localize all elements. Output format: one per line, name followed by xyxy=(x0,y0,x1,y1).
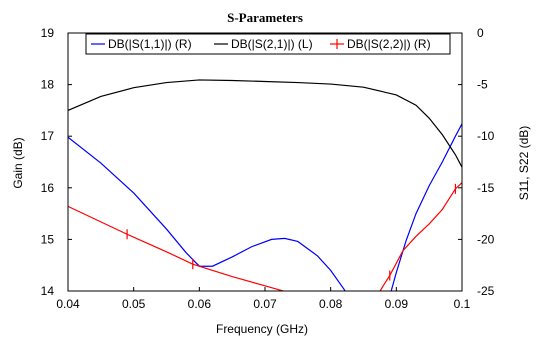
legend-label-2: DB(|S(2,1)|) (L) xyxy=(231,37,313,51)
y-right-tick-label: 0 xyxy=(477,26,484,40)
y-left-tick-label: 14 xyxy=(41,284,55,298)
x-tick-label: 0.09 xyxy=(385,297,409,311)
series-line-3 xyxy=(68,182,462,291)
y-right-tick-label: -10 xyxy=(477,129,495,143)
series-line-1 xyxy=(68,123,462,291)
x-tick-label: 0.05 xyxy=(122,297,146,311)
y-left-tick-label: 17 xyxy=(41,129,55,143)
y-axis-label-left: Gain (dB) xyxy=(11,137,25,188)
x-axis-label: Frequency (GHz) xyxy=(216,322,308,336)
y-left-tick-label: 16 xyxy=(41,181,55,195)
legend-label-3: DB(|S(2,2)|) (R) xyxy=(347,37,431,51)
y-right-tick-label: -15 xyxy=(477,181,495,195)
x-tick-label: 0.07 xyxy=(253,297,277,311)
x-tick-label: 0.1 xyxy=(454,297,471,311)
x-tick-label: 0.04 xyxy=(56,297,80,311)
y-left-tick-label: 19 xyxy=(41,26,55,40)
legend-label-1: DB(|S(1,1)|) (R) xyxy=(108,37,192,51)
y-right-tick-label: -5 xyxy=(477,78,488,92)
y-right-tick-label: -20 xyxy=(477,232,495,246)
x-tick-label: 0.06 xyxy=(188,297,212,311)
y-left-tick-label: 18 xyxy=(41,78,55,92)
x-tick-label: 0.08 xyxy=(319,297,343,311)
chart-title: S-Parameters xyxy=(227,10,303,25)
y-right-tick-label: -25 xyxy=(477,284,495,298)
y-left-tick-label: 15 xyxy=(41,232,55,246)
y-axis-label-right: S11, S22 (dB) xyxy=(517,126,531,200)
legend-box xyxy=(85,33,451,55)
series-line-2 xyxy=(68,79,462,168)
